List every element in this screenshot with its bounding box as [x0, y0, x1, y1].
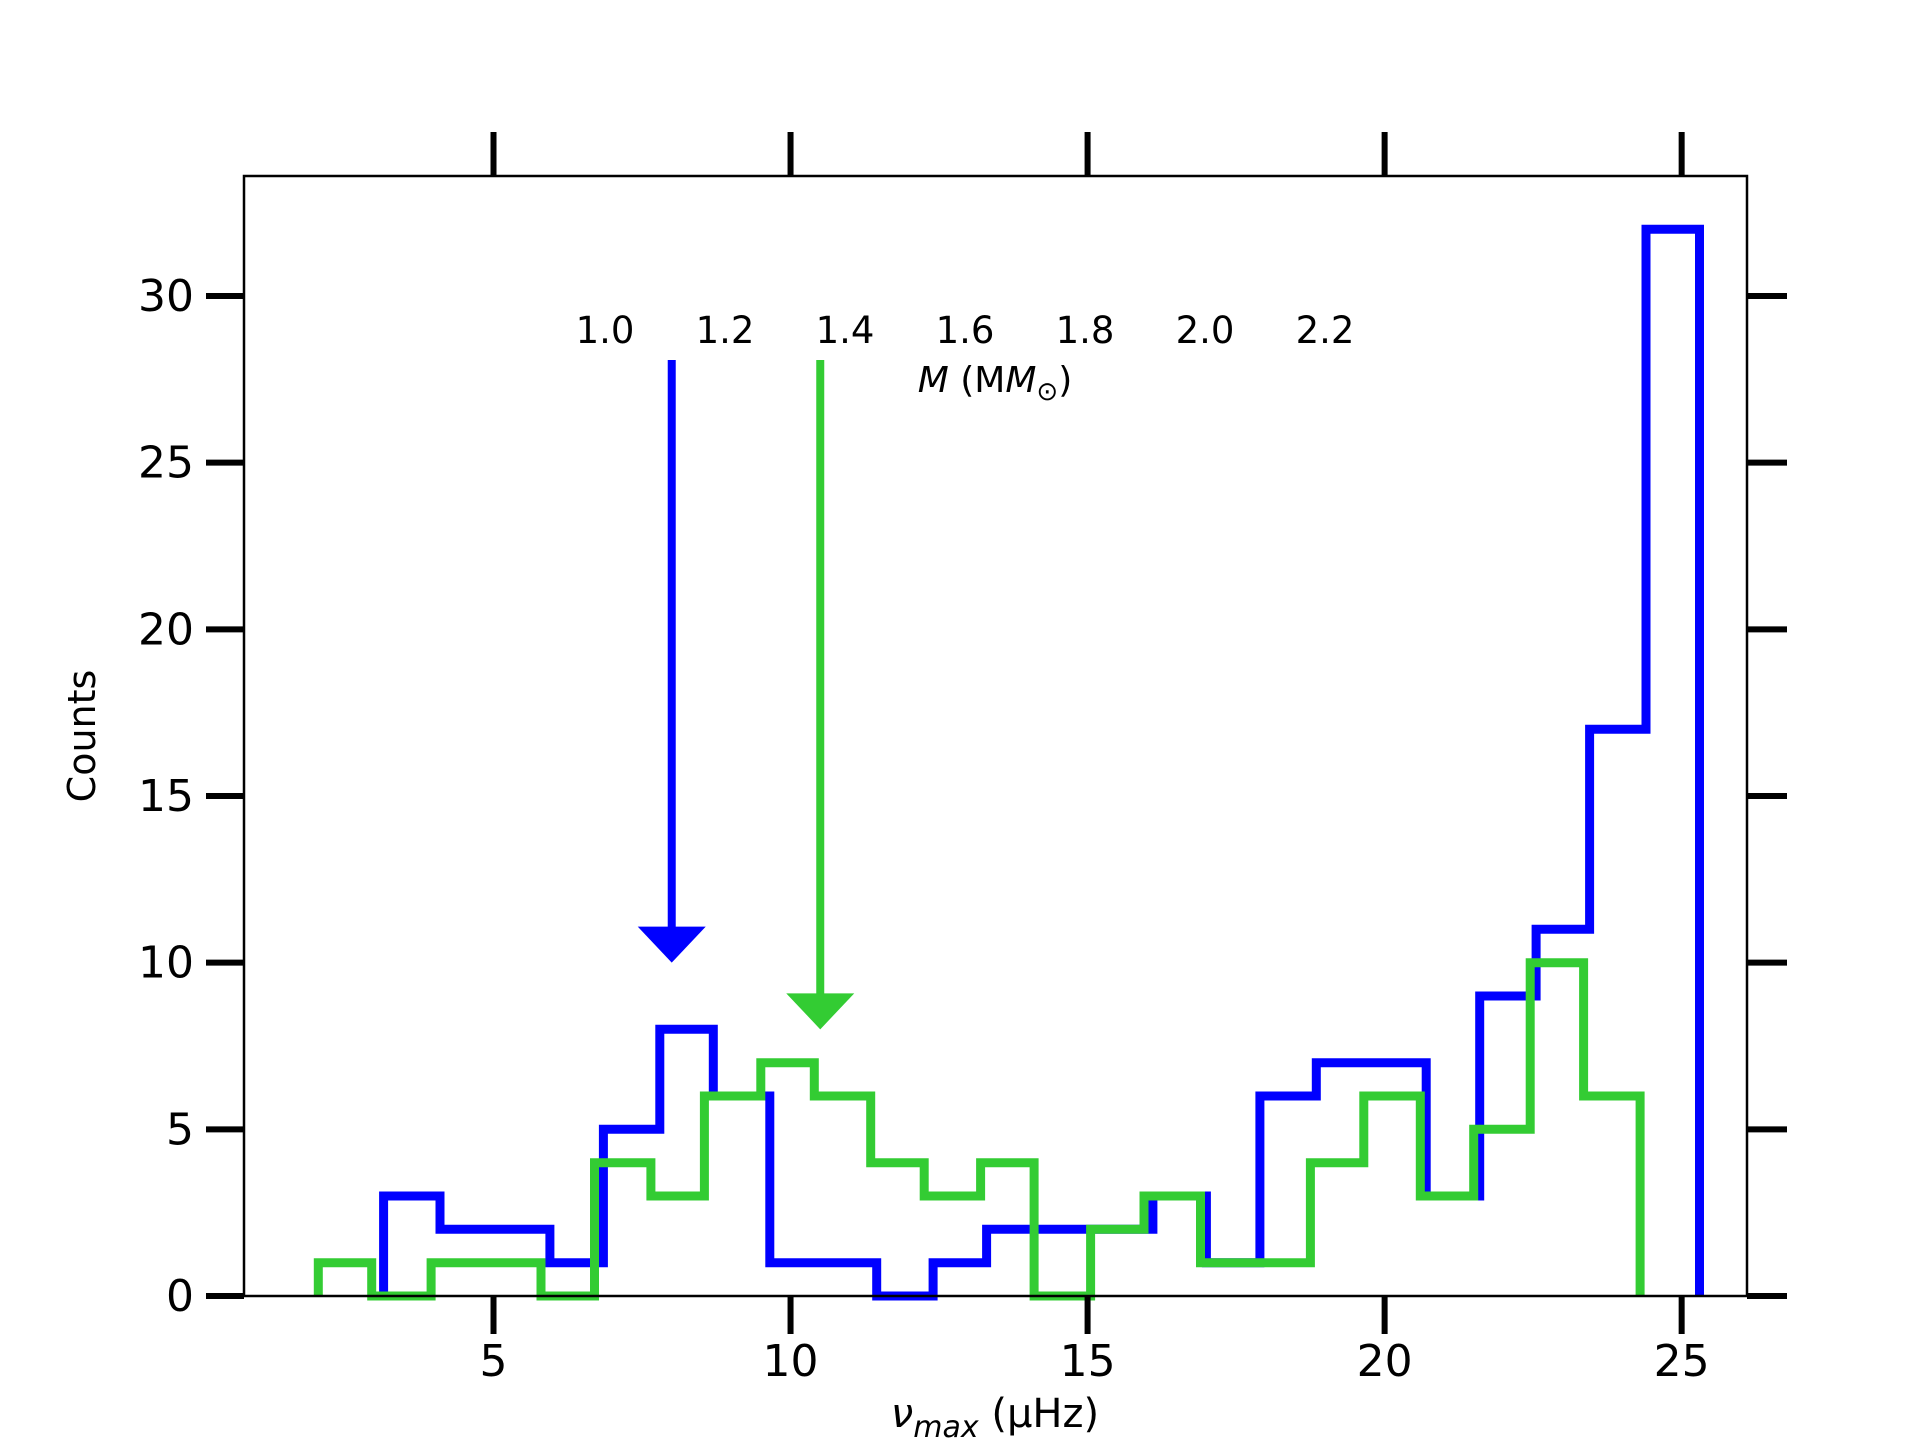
colorbar-tick-label: 1.6 [936, 309, 995, 352]
plot-frame [242, 174, 1749, 1298]
arrow-head-2 [786, 993, 855, 1030]
x-tick-label: 20 [1357, 1336, 1413, 1387]
colorbar-tick-label: 1.0 [576, 309, 635, 352]
y-tick-label: 30 [138, 271, 194, 322]
colorbar-label-m: M [918, 360, 949, 401]
y-tick-label: 5 [166, 1104, 194, 1155]
y-tick-label: 0 [166, 1271, 194, 1322]
x-axis-label-nu: ν [891, 1391, 913, 1437]
colorbar-label-close: ) [1058, 360, 1072, 401]
colorbar-tick-label: 2.0 [1176, 309, 1235, 352]
x-axis-label-unit: (μHz) [979, 1391, 1099, 1437]
colorbar-tick-label: 2.2 [1296, 309, 1355, 352]
histogram-series-1 [379, 224, 1704, 1301]
x-tick-label: 5 [480, 1336, 508, 1387]
x-axis-label: νmax (μHz) [891, 1391, 1099, 1440]
x-tick-label: 25 [1654, 1336, 1710, 1387]
x-tick-label: 15 [1060, 1336, 1116, 1387]
colorbar-tick-label: 1.2 [696, 309, 755, 352]
y-tick-label: 15 [138, 771, 194, 822]
colorbar-label-m2: M [1005, 360, 1036, 401]
series-layer [313, 224, 1704, 1301]
y-tick-label: 20 [138, 604, 194, 655]
arrow-head-1 [637, 926, 706, 963]
histogram-series-2 [313, 958, 1645, 1301]
x-axis-label-sub: max [913, 1410, 979, 1440]
colorbar-label-unit: (M [949, 360, 1006, 401]
y-axis-label: Counts [60, 670, 104, 803]
tick-layer: 5 10 15 20 25 0 5 10 15 20 25 30 [138, 132, 1787, 1387]
colorbar-label: M (MM⊙) [918, 360, 1073, 407]
colorbar-ticks: 1.0 1.2 1.4 1.6 1.8 2.0 2.2 [576, 309, 1355, 352]
colorbar-tick-label: 1.4 [816, 309, 875, 352]
y-tick-label: 25 [138, 438, 194, 489]
colorbar-tick-label: 1.8 [1056, 309, 1115, 352]
y-tick-label: 10 [138, 938, 194, 989]
arrow-layer [637, 360, 855, 1030]
x-tick-label: 10 [763, 1336, 819, 1387]
colorbar-label-sun: ⊙ [1036, 377, 1058, 407]
plot-area [244, 176, 1747, 1296]
colorbar: 1.0 1.2 1.4 1.6 1.8 2.0 2.2 M (MM⊙) [576, 284, 1395, 407]
